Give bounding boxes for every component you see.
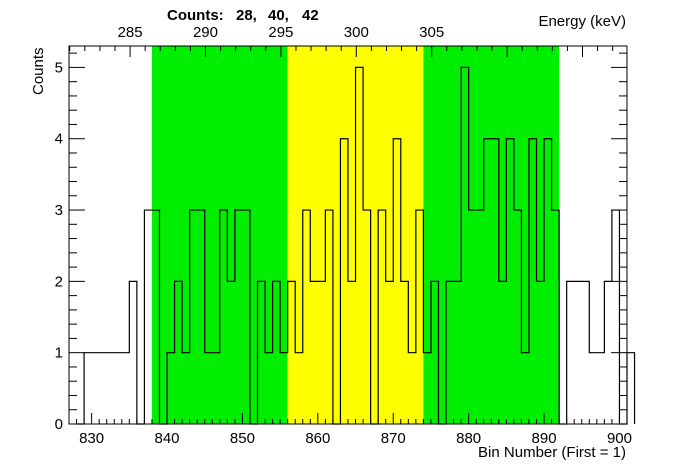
y-tick-label: 4 [55,131,63,148]
x-tick-label: 880 [456,430,481,447]
energy-axis-ticks: 285 290 295 300 305 [69,24,614,57]
y-tick-label: 0 [55,416,63,433]
y-tick-label: 5 [55,59,63,76]
energy-tick-label: 285 [118,24,143,41]
x-tick-label: 850 [230,430,255,447]
histogram-line [76,66,636,425]
x-tick-label: 840 [155,430,180,447]
y-axis-label: Counts [30,47,47,95]
y-tick-label: 3 [55,202,63,219]
y-tick-label: 1 [55,345,63,362]
x-tick-label: 860 [305,430,330,447]
energy-tick-label: 305 [419,24,444,41]
x-tick-label: 890 [532,430,557,447]
counts-value-peak: 40, [268,7,289,24]
counts-value-right: 42 [302,7,319,24]
y-tick-label: 2 [55,273,63,290]
counts-value-left: 28, [236,7,257,24]
x-tick-label: 900 [607,430,632,447]
counts-label: Counts: [167,7,224,24]
energy-axis-label: Energy (keV) [538,13,626,30]
energy-tick-label: 290 [193,24,218,41]
energy-tick-label: 295 [268,24,293,41]
x-axis-ticks: 830 840 850 860 870 880 890 900 [68,413,632,447]
x-tick-label: 830 [79,430,104,447]
x-tick-label: 870 [381,430,406,447]
y-axis-ticks: 0 1 2 3 4 5 [55,52,627,433]
region-right-background [423,46,560,424]
x-axis-label: Bin Number (First = 1) [478,444,626,461]
energy-tick-label: 300 [344,24,369,41]
